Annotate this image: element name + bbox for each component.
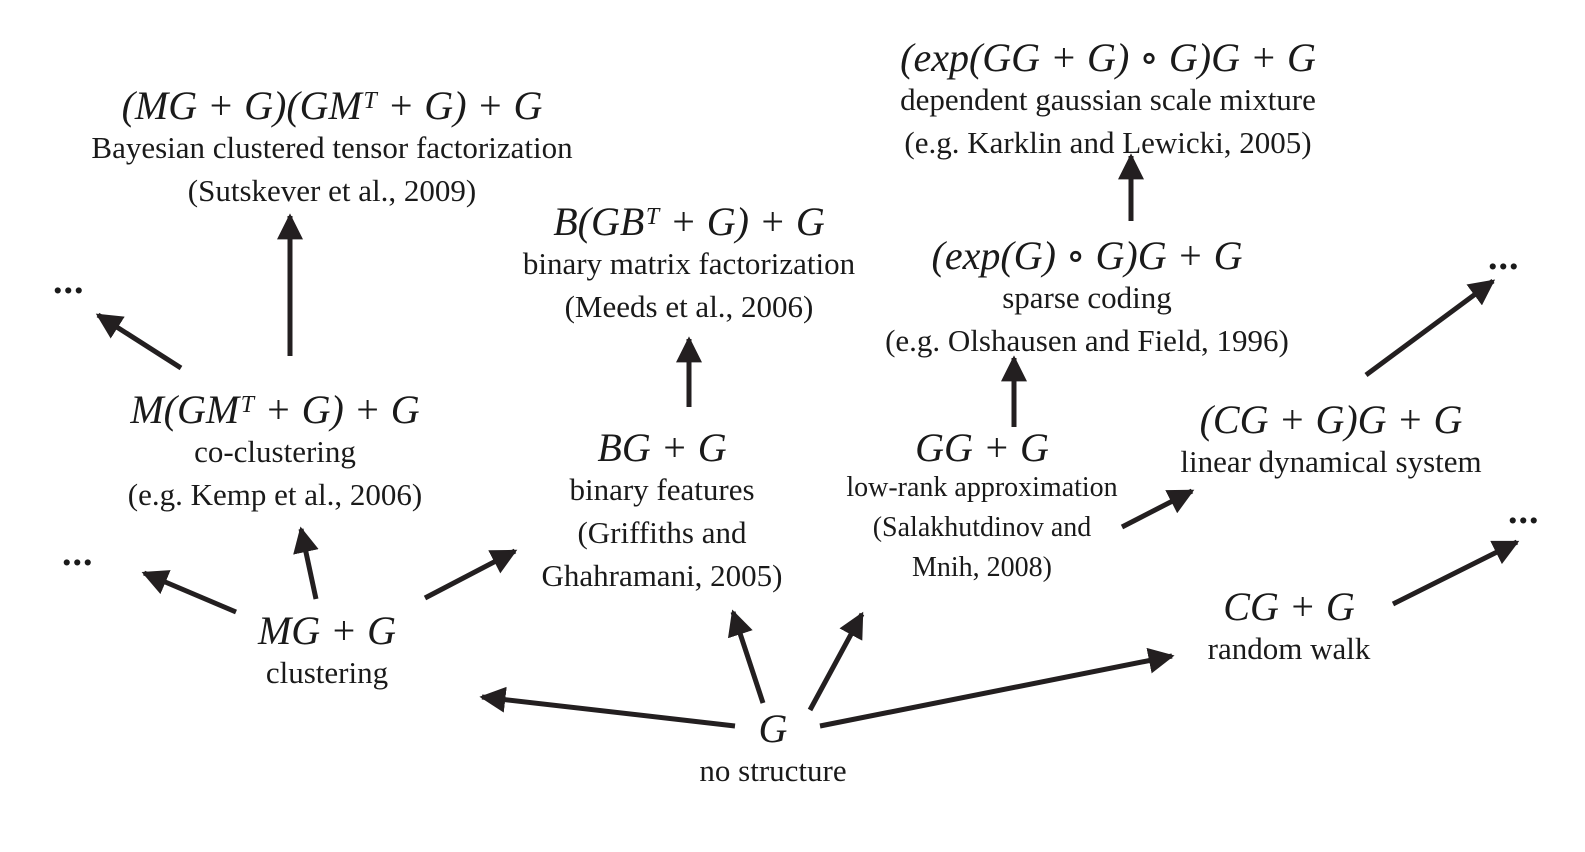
- formula-co-clustering: M(GMᵀ + G) + G: [130, 387, 420, 432]
- formula-binary-features: BG + G: [597, 425, 727, 470]
- cite-bctf: (Sutskever et al., 2009): [187, 173, 477, 208]
- cite-binary-features-line2: Ghahramani, 2005): [541, 558, 783, 593]
- arrow-g-to-binary-features: [727, 609, 766, 704]
- formula-bctf: (MG + G)(GMᵀ + G) + G: [121, 83, 543, 128]
- cite-sparse-coding: (e.g. Olshausen and Field, 1996): [885, 323, 1289, 358]
- formula-clustering: MG + G: [257, 608, 397, 653]
- node-linear-dynamical: (CG + G)G + G linear dynamical system: [1146, 397, 1516, 479]
- label-binary-features: binary features: [569, 472, 755, 507]
- node-binary-features: BG + G binary features (Griffiths and Gh…: [500, 425, 824, 593]
- formula-sparse-coding: (exp(G) ∘ G)G + G: [931, 233, 1243, 278]
- node-binary-matrix: B(GBᵀ + G) + G binary matrix factorizati…: [486, 199, 892, 324]
- ellipsis-top-left: ...: [53, 260, 85, 302]
- arrow-clustering-to-binary-features: [423, 548, 518, 601]
- node-low-rank: GG + G low-rank approximation (Salakhutd…: [820, 428, 1144, 582]
- label-sparse-coding: sparse coding: [1002, 280, 1172, 315]
- label-dgsm: dependent gaussian scale mixture: [900, 82, 1316, 117]
- cite-low-rank-line2: Mnih, 2008): [912, 552, 1052, 583]
- formula-binary-matrix: B(GBᵀ + G) + G: [553, 199, 825, 244]
- label-co-clustering: co-clustering: [194, 434, 356, 469]
- arrow-co-clustering-to-dots: [95, 312, 183, 371]
- label-bctf: Bayesian clustered tensor factorization: [91, 130, 573, 165]
- arrow-clustering-to-co-clustering: [293, 526, 319, 600]
- node-dgsm: (exp(GG + G) ∘ G)G + G dependent gaussia…: [856, 35, 1360, 160]
- label-no-structure: no structure: [699, 753, 847, 788]
- formula-linear-dynamical: (CG + G)G + G: [1199, 397, 1463, 442]
- node-sparse-coding: (exp(G) ∘ G)G + G sparse coding (e.g. Ol…: [844, 233, 1330, 358]
- label-clustering: clustering: [265, 655, 389, 690]
- label-binary-matrix: binary matrix factorization: [522, 246, 856, 281]
- node-bctf: (MG + G)(GMᵀ + G) + G Bayesian clustered…: [44, 83, 620, 208]
- cite-dgsm: (e.g. Karklin and Lewicki, 2005): [904, 125, 1312, 160]
- label-random-walk: random walk: [1207, 631, 1371, 666]
- node-clustering: MG + G clustering: [207, 608, 447, 690]
- arrow-g-to-low-rank: [807, 611, 865, 712]
- arrow-g-to-random-walk: [819, 647, 1175, 729]
- formula-low-rank: GG + G: [915, 425, 1049, 470]
- cite-binary-matrix: (Meeds et al., 2006): [564, 289, 814, 324]
- arrow-g-to-clustering: [479, 686, 736, 729]
- cite-low-rank-line1: (Salakhutdinov and: [872, 512, 1092, 543]
- node-co-clustering: M(GMᵀ + G) + G co-clustering (e.g. Kemp …: [60, 387, 490, 512]
- node-random-walk: CG + G random walk: [1159, 584, 1419, 666]
- arrow-random-walk-to-dots: [1391, 539, 1520, 607]
- formula-random-walk: CG + G: [1223, 584, 1355, 629]
- formula-dgsm: (exp(GG + G) ∘ G)G + G: [900, 35, 1316, 80]
- ellipsis-top-right: ...: [1488, 236, 1520, 278]
- arrow-linear-dynamical-to-dots: [1364, 278, 1496, 378]
- cite-binary-features-line1: (Griffiths and: [577, 515, 747, 550]
- label-low-rank: low-rank approximation: [846, 472, 1118, 503]
- ellipsis-bottom-right: ...: [1508, 490, 1540, 532]
- node-no-structure: G no structure: [673, 706, 873, 788]
- ellipsis-bottom-left: ...: [62, 532, 94, 574]
- arrow-clustering-to-dots: [141, 570, 237, 615]
- formula-no-structure: G: [758, 706, 788, 751]
- label-linear-dynamical: linear dynamical system: [1180, 444, 1482, 479]
- arrow-low-rank-to-linear-dynamical: [1120, 488, 1195, 530]
- cite-co-clustering: (e.g. Kemp et al., 2006): [127, 477, 423, 512]
